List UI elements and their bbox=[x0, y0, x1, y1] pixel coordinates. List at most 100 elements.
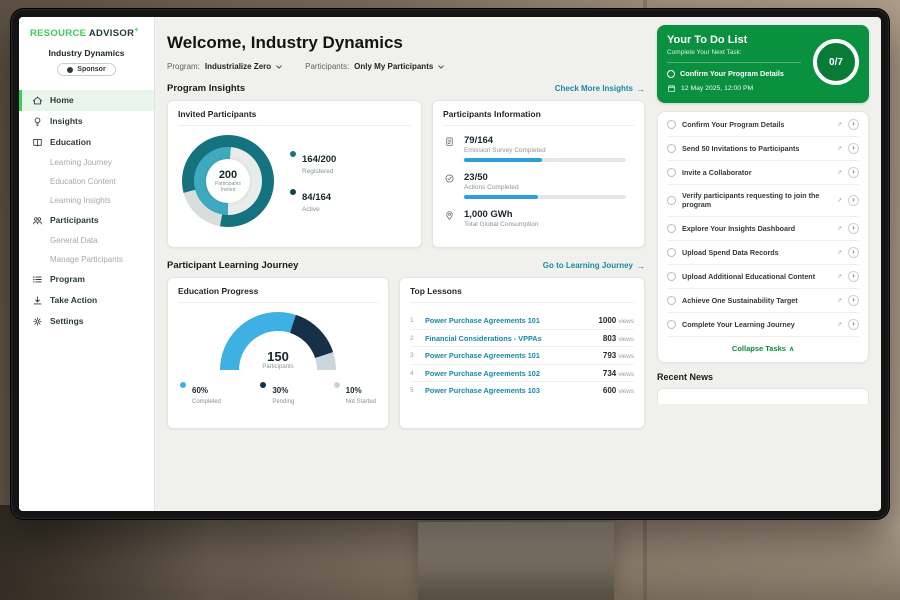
monitor-bezel: RESOURCE ADVISOR+ Industry Dynamics Spon… bbox=[10, 8, 890, 520]
chevron-right-icon[interactable]: › bbox=[848, 222, 859, 234]
todo-panel: Your To Do List Complete Your Next Task:… bbox=[657, 25, 869, 511]
lesson-link[interactable]: Financial Considerations - VPPAs bbox=[425, 333, 542, 343]
lesson-row: 2 Financial Considerations - VPPAs 803 vi… bbox=[410, 330, 634, 347]
lesson-row: 5 Power Purchase Agreements 103 600 views bbox=[410, 386, 634, 395]
arrow-right-icon: → bbox=[636, 260, 645, 271]
chevron-down-icon bbox=[275, 63, 283, 71]
chevron-right-icon[interactable]: › bbox=[848, 270, 859, 282]
chevron-right-icon[interactable]: › bbox=[848, 318, 859, 330]
recent-news-title: Recent News bbox=[657, 371, 714, 382]
program-filter[interactable]: Program: Industrialize Zero bbox=[167, 62, 283, 71]
task-checkbox[interactable] bbox=[667, 295, 676, 305]
background-floor-shadow bbox=[0, 525, 900, 600]
invited-participants-donut-chart: 200 Participants Invited bbox=[182, 135, 274, 227]
open-link-icon: ↗ bbox=[836, 225, 842, 232]
chevron-down-icon bbox=[437, 63, 445, 71]
sidebar-item-take-action[interactable]: Take Action bbox=[19, 290, 154, 311]
legend-dot bbox=[180, 382, 186, 388]
task-checkbox[interactable] bbox=[667, 271, 676, 281]
task-checkbox[interactable] bbox=[667, 144, 676, 154]
task-checkbox[interactable] bbox=[667, 195, 676, 205]
task-checkbox[interactable] bbox=[667, 120, 676, 130]
open-link-icon: ↗ bbox=[836, 297, 842, 304]
open-link-icon: ↗ bbox=[836, 197, 842, 204]
sidebar-item-participants[interactable]: Participants bbox=[19, 210, 154, 231]
lesson-row: 4 Power Purchase Agreements 102 734 views bbox=[410, 365, 634, 382]
donut-legend: 164/200 Registered 84/164 Active bbox=[290, 149, 336, 213]
learning-journey-header: Participant Learning Journey Go to Learn… bbox=[167, 260, 645, 271]
task-item[interactable]: Invite a Collaborator ↗ › bbox=[667, 161, 859, 186]
next-task-date: 12 May 2025, 12:00 PM bbox=[667, 84, 859, 93]
task-item[interactable]: Achieve One Sustainability Target ↗ › bbox=[667, 289, 859, 313]
main-column: Welcome, Industry Dynamics Program: Indu… bbox=[167, 25, 645, 511]
sidebar-item-learning-journey[interactable]: Learning Journey bbox=[50, 157, 112, 167]
task-checkbox[interactable] bbox=[667, 319, 676, 329]
task-checkbox[interactable] bbox=[667, 69, 675, 78]
sidebar-item-education[interactable]: Education bbox=[19, 132, 154, 153]
gauge-center: 150 Participants bbox=[262, 349, 294, 370]
lesson-link[interactable]: Power Purchase Agreements 102 bbox=[425, 368, 540, 378]
main-content: Welcome, Industry Dynamics Program: Indu… bbox=[155, 17, 881, 511]
collapse-tasks-link[interactable]: Collapse Tasks ∧ bbox=[731, 343, 795, 353]
stat-actions-completed: 23/50 Actions Completed bbox=[443, 172, 634, 199]
todo-header-card: Your To Do List Complete Your Next Task:… bbox=[657, 25, 869, 104]
task-item[interactable]: Confirm Your Program Details ↗ › bbox=[667, 113, 859, 138]
chevron-right-icon[interactable]: › bbox=[848, 167, 859, 179]
lesson-row: 3 Power Purchase Agreements 101 793 views bbox=[410, 347, 634, 365]
open-link-icon: ↗ bbox=[836, 122, 842, 129]
tasks-list-card: Confirm Your Program Details ↗ › Send 50… bbox=[657, 111, 869, 363]
open-link-icon: ↗ bbox=[836, 321, 842, 328]
chevron-right-icon[interactable]: › bbox=[848, 246, 859, 258]
task-item[interactable]: Verify participants requesting to join t… bbox=[667, 185, 859, 217]
go-to-learning-journey-link[interactable]: Go to Learning Journey → bbox=[542, 260, 645, 271]
sidebar-item-program[interactable]: Program bbox=[19, 269, 154, 290]
clipboard-icon bbox=[443, 135, 456, 162]
stat-global-consumption: 1,000 GWh Total Global Consumption bbox=[443, 209, 634, 228]
task-item[interactable]: Explore Your Insights Dashboard ↗ › bbox=[667, 217, 859, 241]
sidebar-item-education-content[interactable]: Education Content bbox=[50, 176, 116, 186]
sidebar-item-general-data[interactable]: General Data bbox=[50, 235, 98, 245]
screen: RESOURCE ADVISOR+ Industry Dynamics Spon… bbox=[19, 17, 881, 511]
lesson-link[interactable]: Power Purchase Agreements 101 bbox=[425, 351, 540, 360]
legend-dot bbox=[290, 189, 296, 195]
legend-dot bbox=[260, 382, 267, 388]
invited-participants-card: Invited Participants 200 Participants In… bbox=[167, 100, 422, 248]
sidebar-item-home[interactable]: Home bbox=[19, 89, 154, 111]
chevron-right-icon[interactable]: › bbox=[848, 119, 859, 131]
app-logo: RESOURCE ADVISOR+ bbox=[30, 27, 139, 40]
sidebar-item-insights[interactable]: Insights bbox=[19, 111, 154, 132]
task-item[interactable]: Send 50 Invitations to Participants ↗ › bbox=[667, 137, 859, 162]
chevron-up-icon: ∧ bbox=[788, 345, 795, 353]
sidebar-item-manage-participants[interactable]: Manage Participants bbox=[50, 254, 123, 264]
download-icon bbox=[31, 295, 43, 306]
task-checkbox[interactable] bbox=[667, 223, 676, 233]
check-circle-icon bbox=[443, 172, 456, 199]
divider bbox=[667, 62, 801, 63]
chevron-right-icon[interactable]: › bbox=[848, 194, 859, 206]
lesson-link[interactable]: Power Purchase Agreements 101 bbox=[425, 316, 540, 325]
task-checkbox[interactable] bbox=[667, 247, 676, 257]
lesson-link[interactable]: Power Purchase Agreements 103 bbox=[425, 386, 540, 395]
participants-filter[interactable]: Participants: Only My Participants bbox=[305, 62, 445, 71]
task-checkbox[interactable] bbox=[667, 168, 676, 178]
sidebar-nav: Home Insights Education Learning Journey… bbox=[19, 89, 154, 332]
check-more-insights-link[interactable]: Check More Insights → bbox=[554, 83, 645, 94]
legend-not-started: 10% Not Started bbox=[333, 380, 376, 405]
task-item[interactable]: Upload Additional Educational Content ↗ … bbox=[667, 265, 859, 289]
open-link-icon: ↗ bbox=[836, 170, 842, 177]
org-name: Industry Dynamics bbox=[48, 48, 125, 59]
legend-dot bbox=[290, 151, 296, 157]
stat-emission-survey: 79/164 Emission Survey Completed bbox=[443, 135, 634, 162]
next-task[interactable]: Confirm Your Program Details bbox=[667, 69, 807, 78]
sidebar-item-settings[interactable]: Settings bbox=[19, 311, 154, 332]
sponsor-badge[interactable]: Sponsor bbox=[57, 63, 116, 77]
filters-bar: Program: Industrialize Zero Participants… bbox=[167, 62, 645, 71]
task-item[interactable]: Complete Your Learning Journey ↗ › bbox=[667, 313, 859, 337]
task-item[interactable]: Upload Spend Data Records ↗ › bbox=[667, 241, 859, 265]
sidebar-item-learning-insights[interactable]: Learning Insights bbox=[50, 195, 111, 205]
lightbulb-icon bbox=[31, 116, 43, 127]
chevron-right-icon[interactable]: › bbox=[848, 143, 859, 155]
sponsor-badge-icon bbox=[67, 66, 74, 73]
legend-active: 84/164 Active bbox=[290, 187, 336, 213]
chevron-right-icon[interactable]: › bbox=[848, 294, 859, 306]
